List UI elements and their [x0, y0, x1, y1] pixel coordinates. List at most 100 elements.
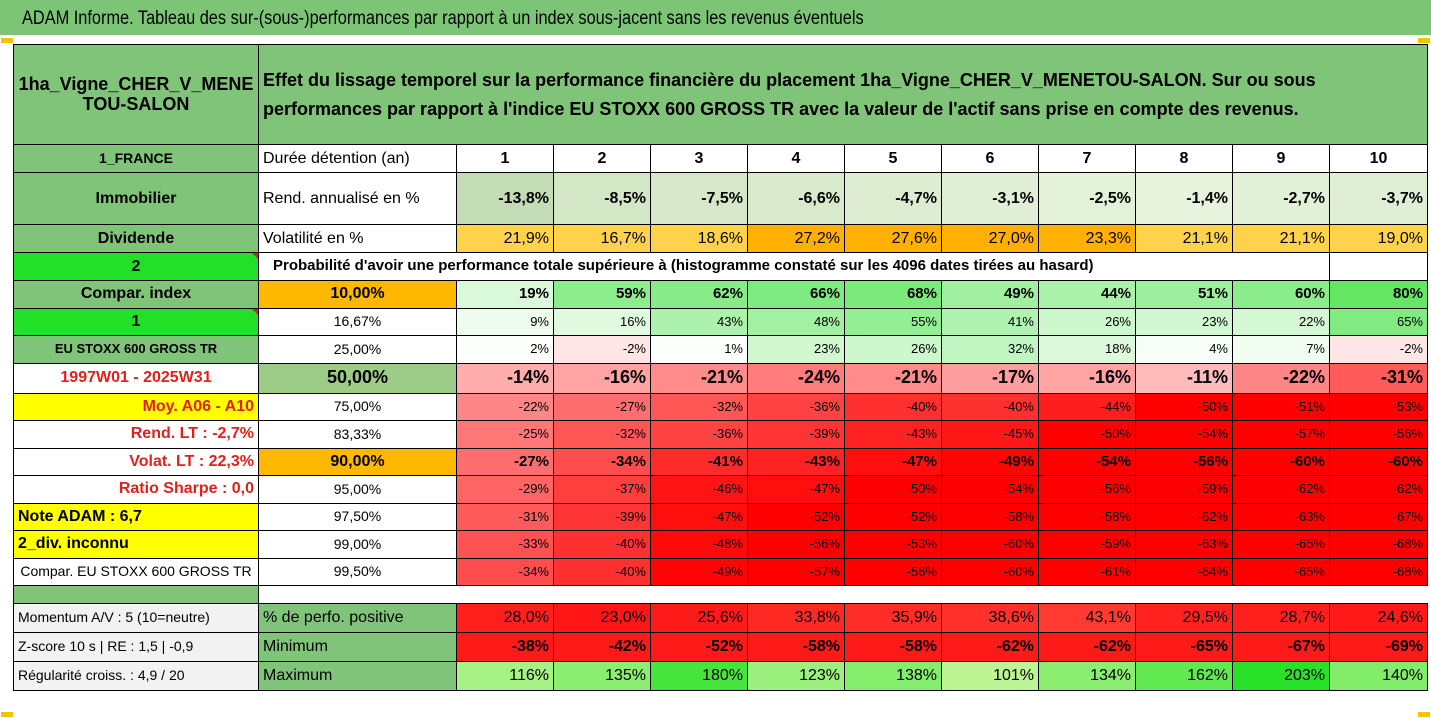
percentile-value: 60% — [1232, 280, 1330, 309]
table-row: Moy. A06 - A10 75,00% -22% -27% -32% -36% -40%… — [13, 392, 1428, 421]
percentile-label: 75,00% — [258, 392, 457, 421]
percentile-label: 99,50% — [258, 557, 457, 586]
percentile-value: -2% — [553, 335, 651, 364]
maximum-value: 138% — [844, 661, 942, 691]
percentile-value: -49% — [941, 447, 1039, 476]
percentile-value: -61% — [1038, 557, 1136, 586]
table-row: 2 Probabilité d'avoir une performance tot… — [13, 252, 1428, 281]
rend-value: -2,5% — [1038, 172, 1136, 225]
left-margin — [0, 36, 6, 718]
maximum-value: 135% — [553, 661, 651, 691]
compar-full-label: Compar. EU STOXX 600 GROSS TR — [13, 557, 259, 586]
marker-one: 1 — [13, 307, 259, 336]
volat-value: 27,6% — [844, 224, 942, 253]
table-row: Régularité croiss. : 4,9 / 20 Maximum 116%… — [13, 661, 1428, 691]
asset-name: 1ha_Vigne_CHER_V_MENETOU-SALON — [13, 44, 259, 145]
positive-value: 38,6% — [941, 603, 1039, 633]
table-row: Z-score 10 s | RE : 1,5 | -0,9 Minimum -38… — [13, 632, 1428, 662]
percentile-value: -39% — [747, 420, 845, 449]
percentile-value: -59% — [1135, 475, 1233, 504]
percentile-value: 41% — [941, 307, 1039, 336]
table-row: 1 16,67% 9% 16% 43% 48% 55% 41% 26% 23% 22% 65% — [13, 307, 1428, 336]
percentile-value: 59% — [553, 280, 651, 309]
period-label: 1997W01 - 2025W31 — [13, 362, 259, 394]
percentile-value: -43% — [844, 420, 942, 449]
empty-cell — [1329, 252, 1428, 281]
percentile-value: -54% — [941, 475, 1039, 504]
percentile-value: -56% — [1135, 447, 1233, 476]
percentile-value: -60% — [941, 557, 1039, 586]
minimum-value: -38% — [456, 632, 554, 662]
rend-value: -7,5% — [650, 172, 748, 225]
percentile-value: -60% — [1232, 447, 1330, 476]
percentile-value: 32% — [941, 335, 1039, 364]
percentile-value: -50% — [1135, 392, 1233, 421]
year-header: 10 — [1329, 144, 1428, 173]
corner-mark — [1, 712, 13, 717]
corner-mark — [1418, 712, 1430, 717]
year-header: 8 — [1135, 144, 1233, 173]
percentile-value: -68% — [1329, 530, 1428, 559]
rend-value: -3,7% — [1329, 172, 1428, 225]
percentile-value: -29% — [456, 475, 554, 504]
percentile-value: -14% — [456, 362, 554, 394]
rend-value: -3,1% — [941, 172, 1039, 225]
rend-value: -13,8% — [456, 172, 554, 225]
minimum-value: -65% — [1135, 632, 1233, 662]
percentile-value: -21% — [650, 362, 748, 394]
percentile-value: -52% — [747, 502, 845, 531]
positive-value: 25,6% — [650, 603, 748, 633]
table-row: Note ADAM : 6,7 97,50% -31% -39% -47% -52% -52… — [13, 502, 1428, 531]
percentile-value: -63% — [1232, 502, 1330, 531]
performance-table: 1ha_Vigne_CHER_V_MENETOU-SALON Effet du … — [13, 44, 1428, 691]
minimum-value: -67% — [1232, 632, 1330, 662]
table-row: Immobilier Rend. annualisé en % -13,8% -8,5… — [13, 172, 1428, 225]
percentile-label: 90,00% — [258, 447, 457, 476]
percentile-value: 7% — [1232, 335, 1330, 364]
percentile-value: -65% — [1232, 557, 1330, 586]
percentile-value: -47% — [844, 447, 942, 476]
percentile-value: 44% — [1038, 280, 1136, 309]
percentile-value: -60% — [941, 530, 1039, 559]
rend-value: -6,6% — [747, 172, 845, 225]
percentile-value: -37% — [553, 475, 651, 504]
year-header: 4 — [747, 144, 845, 173]
percentile-value: -58% — [941, 502, 1039, 531]
percentile-value: -56% — [844, 557, 942, 586]
percentile-value: -62% — [1135, 502, 1233, 531]
row-label: % de perfo. positive — [258, 603, 457, 633]
percentile-value: -24% — [747, 362, 845, 394]
percentile-value: -56% — [747, 530, 845, 559]
percentile-value: -32% — [650, 392, 748, 421]
percentile-value: -51% — [1232, 392, 1330, 421]
table-row: Ratio Sharpe : 0,0 95,00% -29% -37% -46% -47%… — [13, 475, 1428, 504]
rend-value: -4,7% — [844, 172, 942, 225]
percentile-value: 62% — [650, 280, 748, 309]
minimum-value: -58% — [844, 632, 942, 662]
note-adam-label: Note ADAM : 6,7 — [13, 502, 259, 531]
percentile-value: -40% — [941, 392, 1039, 421]
maximum-value: 101% — [941, 661, 1039, 691]
rend-label: Rend. annualisé en % — [258, 172, 457, 225]
positive-value: 28,7% — [1232, 603, 1330, 633]
percentile-value: -27% — [456, 447, 554, 476]
maximum-value: 180% — [650, 661, 748, 691]
percentile-label: 16,67% — [258, 307, 457, 336]
percentile-value: 2% — [456, 335, 554, 364]
percentile-value: 23% — [1135, 307, 1233, 336]
percentile-value: 48% — [747, 307, 845, 336]
percentile-label: 83,33% — [258, 420, 457, 449]
percentile-label: 99,00% — [258, 530, 457, 559]
table-row: Compar. index 10,00% 19% 59% 62% 66% 68% 49% 44%… — [13, 280, 1428, 309]
percentile-value: 22% — [1232, 307, 1330, 336]
percentile-value: -65% — [1232, 530, 1330, 559]
index-name-label: EU STOXX 600 GROSS TR — [13, 335, 259, 364]
percentile-value: -16% — [1038, 362, 1136, 394]
volat-label: Volatilité en % — [258, 224, 457, 253]
percentile-value: -62% — [1329, 475, 1428, 504]
percentile-value: -49% — [650, 557, 748, 586]
duration-label: Durée détention (an) — [258, 144, 457, 173]
percentile-value: 18% — [1038, 335, 1136, 364]
positive-value: 33,8% — [747, 603, 845, 633]
percentile-label: 97,50% — [258, 502, 457, 531]
